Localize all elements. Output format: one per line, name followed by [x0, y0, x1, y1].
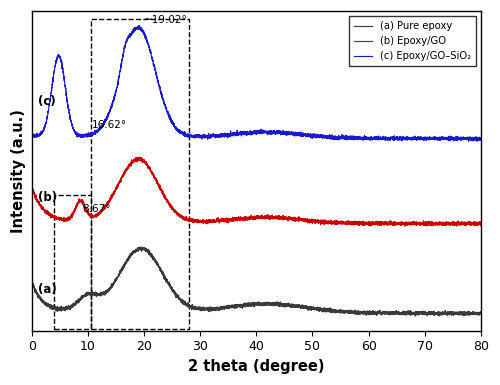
Line: (b) Epoxy/GO: (b) Epoxy/GO: [32, 157, 481, 226]
Text: (b): (b): [38, 191, 58, 204]
(a) Pure epoxy: [478, 311, 484, 316]
Y-axis label: Intensity (a.u.): Intensity (a.u.): [11, 109, 26, 233]
(c) Epoxy/GO–SiO₂: [466, 139, 471, 144]
(b) Epoxy/GO: [321, 219, 327, 223]
(b) Epoxy/GO: [402, 224, 408, 228]
(c) Epoxy/GO–SiO₂: [478, 137, 484, 142]
(c) Epoxy/GO–SiO₂: [28, 132, 34, 136]
(c) Epoxy/GO–SiO₂: [364, 136, 370, 141]
Legend: (a) Pure epoxy, (b) Epoxy/GO, (c) Epoxy/GO–SiO₂: (a) Pure epoxy, (b) Epoxy/GO, (c) Epoxy/…: [349, 16, 476, 66]
(a) Pure epoxy: [28, 279, 34, 284]
X-axis label: 2 theta (degree): 2 theta (degree): [188, 359, 324, 374]
Line: (c) Epoxy/GO–SiO₂: (c) Epoxy/GO–SiO₂: [32, 26, 481, 141]
(a) Pure epoxy: [138, 245, 144, 249]
(c) Epoxy/GO–SiO₂: [200, 134, 206, 138]
Line: (a) Pure epoxy: (a) Pure epoxy: [32, 247, 481, 316]
(b) Epoxy/GO: [364, 219, 370, 224]
(b) Epoxy/GO: [398, 221, 404, 226]
(a) Pure epoxy: [398, 311, 404, 316]
(a) Pure epoxy: [321, 307, 327, 312]
(a) Pure epoxy: [412, 314, 418, 318]
(c) Epoxy/GO–SiO₂: [298, 132, 304, 136]
Text: 8.67°: 8.67°: [82, 204, 110, 214]
(b) Epoxy/GO: [298, 217, 304, 221]
(c) Epoxy/GO–SiO₂: [321, 132, 327, 137]
(a) Pure epoxy: [200, 305, 206, 310]
Text: ~19.02°: ~19.02°: [144, 15, 188, 25]
Text: 16.62°: 16.62°: [92, 120, 128, 130]
Text: (a): (a): [38, 283, 57, 296]
Text: (c): (c): [38, 95, 56, 108]
(b) Epoxy/GO: [478, 220, 484, 225]
(c) Epoxy/GO–SiO₂: [110, 99, 116, 104]
(c) Epoxy/GO–SiO₂: [398, 137, 404, 142]
(c) Epoxy/GO–SiO₂: [136, 23, 142, 28]
(a) Pure epoxy: [298, 303, 304, 308]
(b) Epoxy/GO: [200, 220, 206, 224]
(b) Epoxy/GO: [110, 191, 116, 196]
(b) Epoxy/GO: [28, 184, 34, 189]
(b) Epoxy/GO: [136, 155, 142, 159]
(a) Pure epoxy: [110, 283, 116, 288]
(a) Pure epoxy: [364, 311, 370, 315]
